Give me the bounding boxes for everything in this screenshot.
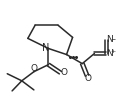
Text: O: O [84,74,91,83]
Text: +: + [110,49,116,54]
Text: O: O [30,64,37,73]
Text: N: N [42,43,49,53]
Text: −: − [110,36,116,41]
Text: O: O [60,68,67,77]
Text: N: N [106,48,113,58]
Text: N: N [106,35,113,44]
